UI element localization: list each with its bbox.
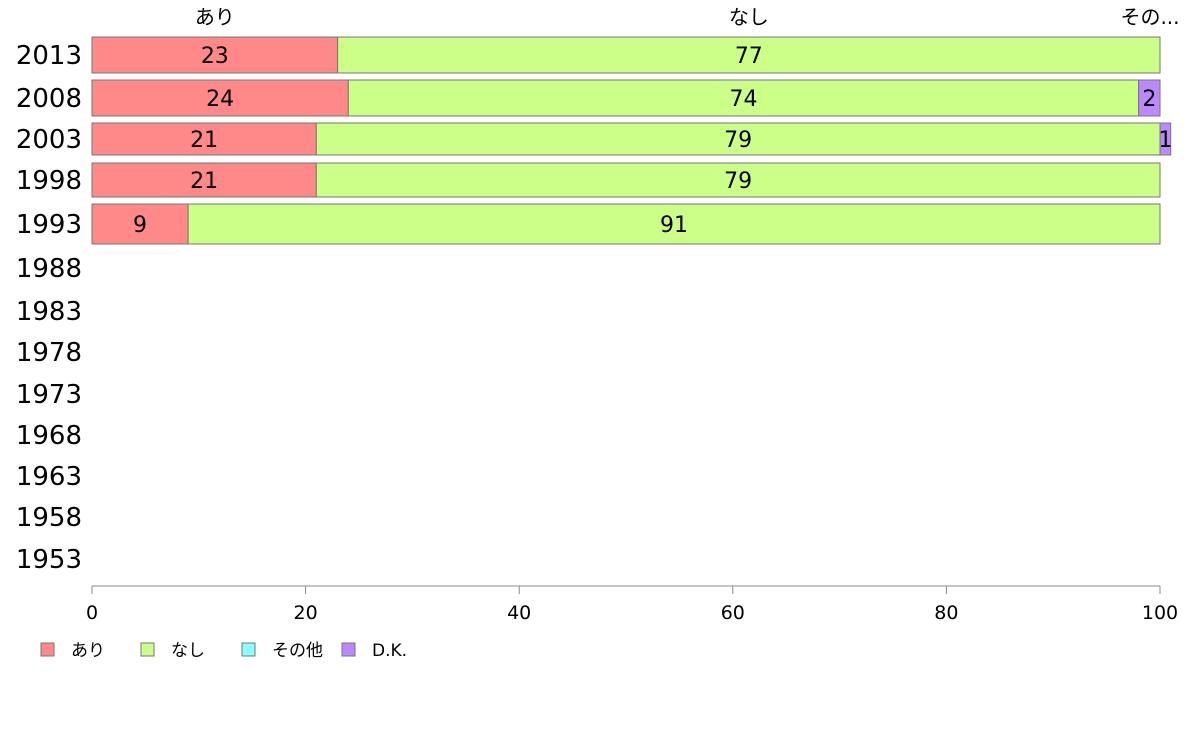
bar-2003-series-1 xyxy=(315,122,1161,156)
data-label-2003-series-1: 79 xyxy=(724,128,752,153)
x-tick-label-20: 20 xyxy=(294,602,318,624)
x-tick-label-60: 60 xyxy=(721,602,745,624)
legend-swatch-1 xyxy=(140,642,155,657)
legend-swatch-0 xyxy=(40,642,55,657)
data-label-1998-series-1: 79 xyxy=(724,169,752,194)
bar-2008-series-1 xyxy=(347,79,1140,117)
data-label-2008-series-3: 2 xyxy=(1142,87,1156,112)
y-tick-label-1973: 1973 xyxy=(16,380,82,410)
x-tick-label-0: 0 xyxy=(86,602,98,624)
bar-1993-series-1 xyxy=(187,203,1161,245)
x-tick-label-100: 100 xyxy=(1142,602,1178,624)
bar-1998-series-1 xyxy=(315,162,1161,198)
legend-label-0: あり xyxy=(71,641,105,661)
bar-1993-series-0 xyxy=(91,203,189,245)
legend-label-2: その他 xyxy=(272,641,323,661)
bar-2003-series-3 xyxy=(1159,122,1172,156)
bar-2008-series-0 xyxy=(91,79,349,117)
bar-1998-series-0 xyxy=(91,162,317,198)
bar-2003-series-0 xyxy=(91,122,317,156)
legend-label-3: D.K. xyxy=(372,641,407,661)
data-label-1998-series-0: 21 xyxy=(190,169,218,194)
legend-swatch-3 xyxy=(341,642,356,657)
y-tick-label-1963: 1963 xyxy=(16,462,82,492)
x-tick-label-80: 80 xyxy=(934,602,958,624)
data-label-2003-series-3: 1 xyxy=(1158,128,1172,153)
legend-label-1: なし xyxy=(171,641,205,661)
y-tick-label-1983: 1983 xyxy=(16,297,82,327)
y-tick-label-1968: 1968 xyxy=(16,421,82,451)
data-label-2008-series-1: 74 xyxy=(729,87,757,112)
top-label-0: あり xyxy=(195,5,235,29)
data-label-2008-series-0: 24 xyxy=(206,87,234,112)
y-tick-label-1988: 1988 xyxy=(16,254,82,284)
y-tick-label-1978: 1978 xyxy=(16,338,82,368)
y-tick-label-1958: 1958 xyxy=(16,503,82,533)
data-label-1993-series-0: 9 xyxy=(133,213,147,238)
bar-2013-series-0 xyxy=(91,36,339,74)
bar-2013-series-1 xyxy=(337,36,1161,74)
y-tick-label-2003: 2003 xyxy=(16,125,82,155)
y-tick-label-2008: 2008 xyxy=(16,84,82,114)
x-tick-label-40: 40 xyxy=(507,602,531,624)
legend-swatch-2 xyxy=(241,642,256,657)
data-label-2013-series-0: 23 xyxy=(201,44,229,69)
y-tick-label-2013: 2013 xyxy=(16,41,82,71)
top-label-2: その... xyxy=(1120,5,1179,29)
data-label-2003-series-0: 21 xyxy=(190,128,218,153)
y-tick-label-1998: 1998 xyxy=(16,166,82,196)
top-label-1: なし xyxy=(729,5,769,29)
data-label-2013-series-1: 77 xyxy=(735,44,763,69)
data-label-1993-series-1: 91 xyxy=(660,213,688,238)
y-tick-label-1993: 1993 xyxy=(16,210,82,240)
y-tick-label-1953: 1953 xyxy=(16,545,82,575)
bar-2008-series-3 xyxy=(1138,79,1161,117)
